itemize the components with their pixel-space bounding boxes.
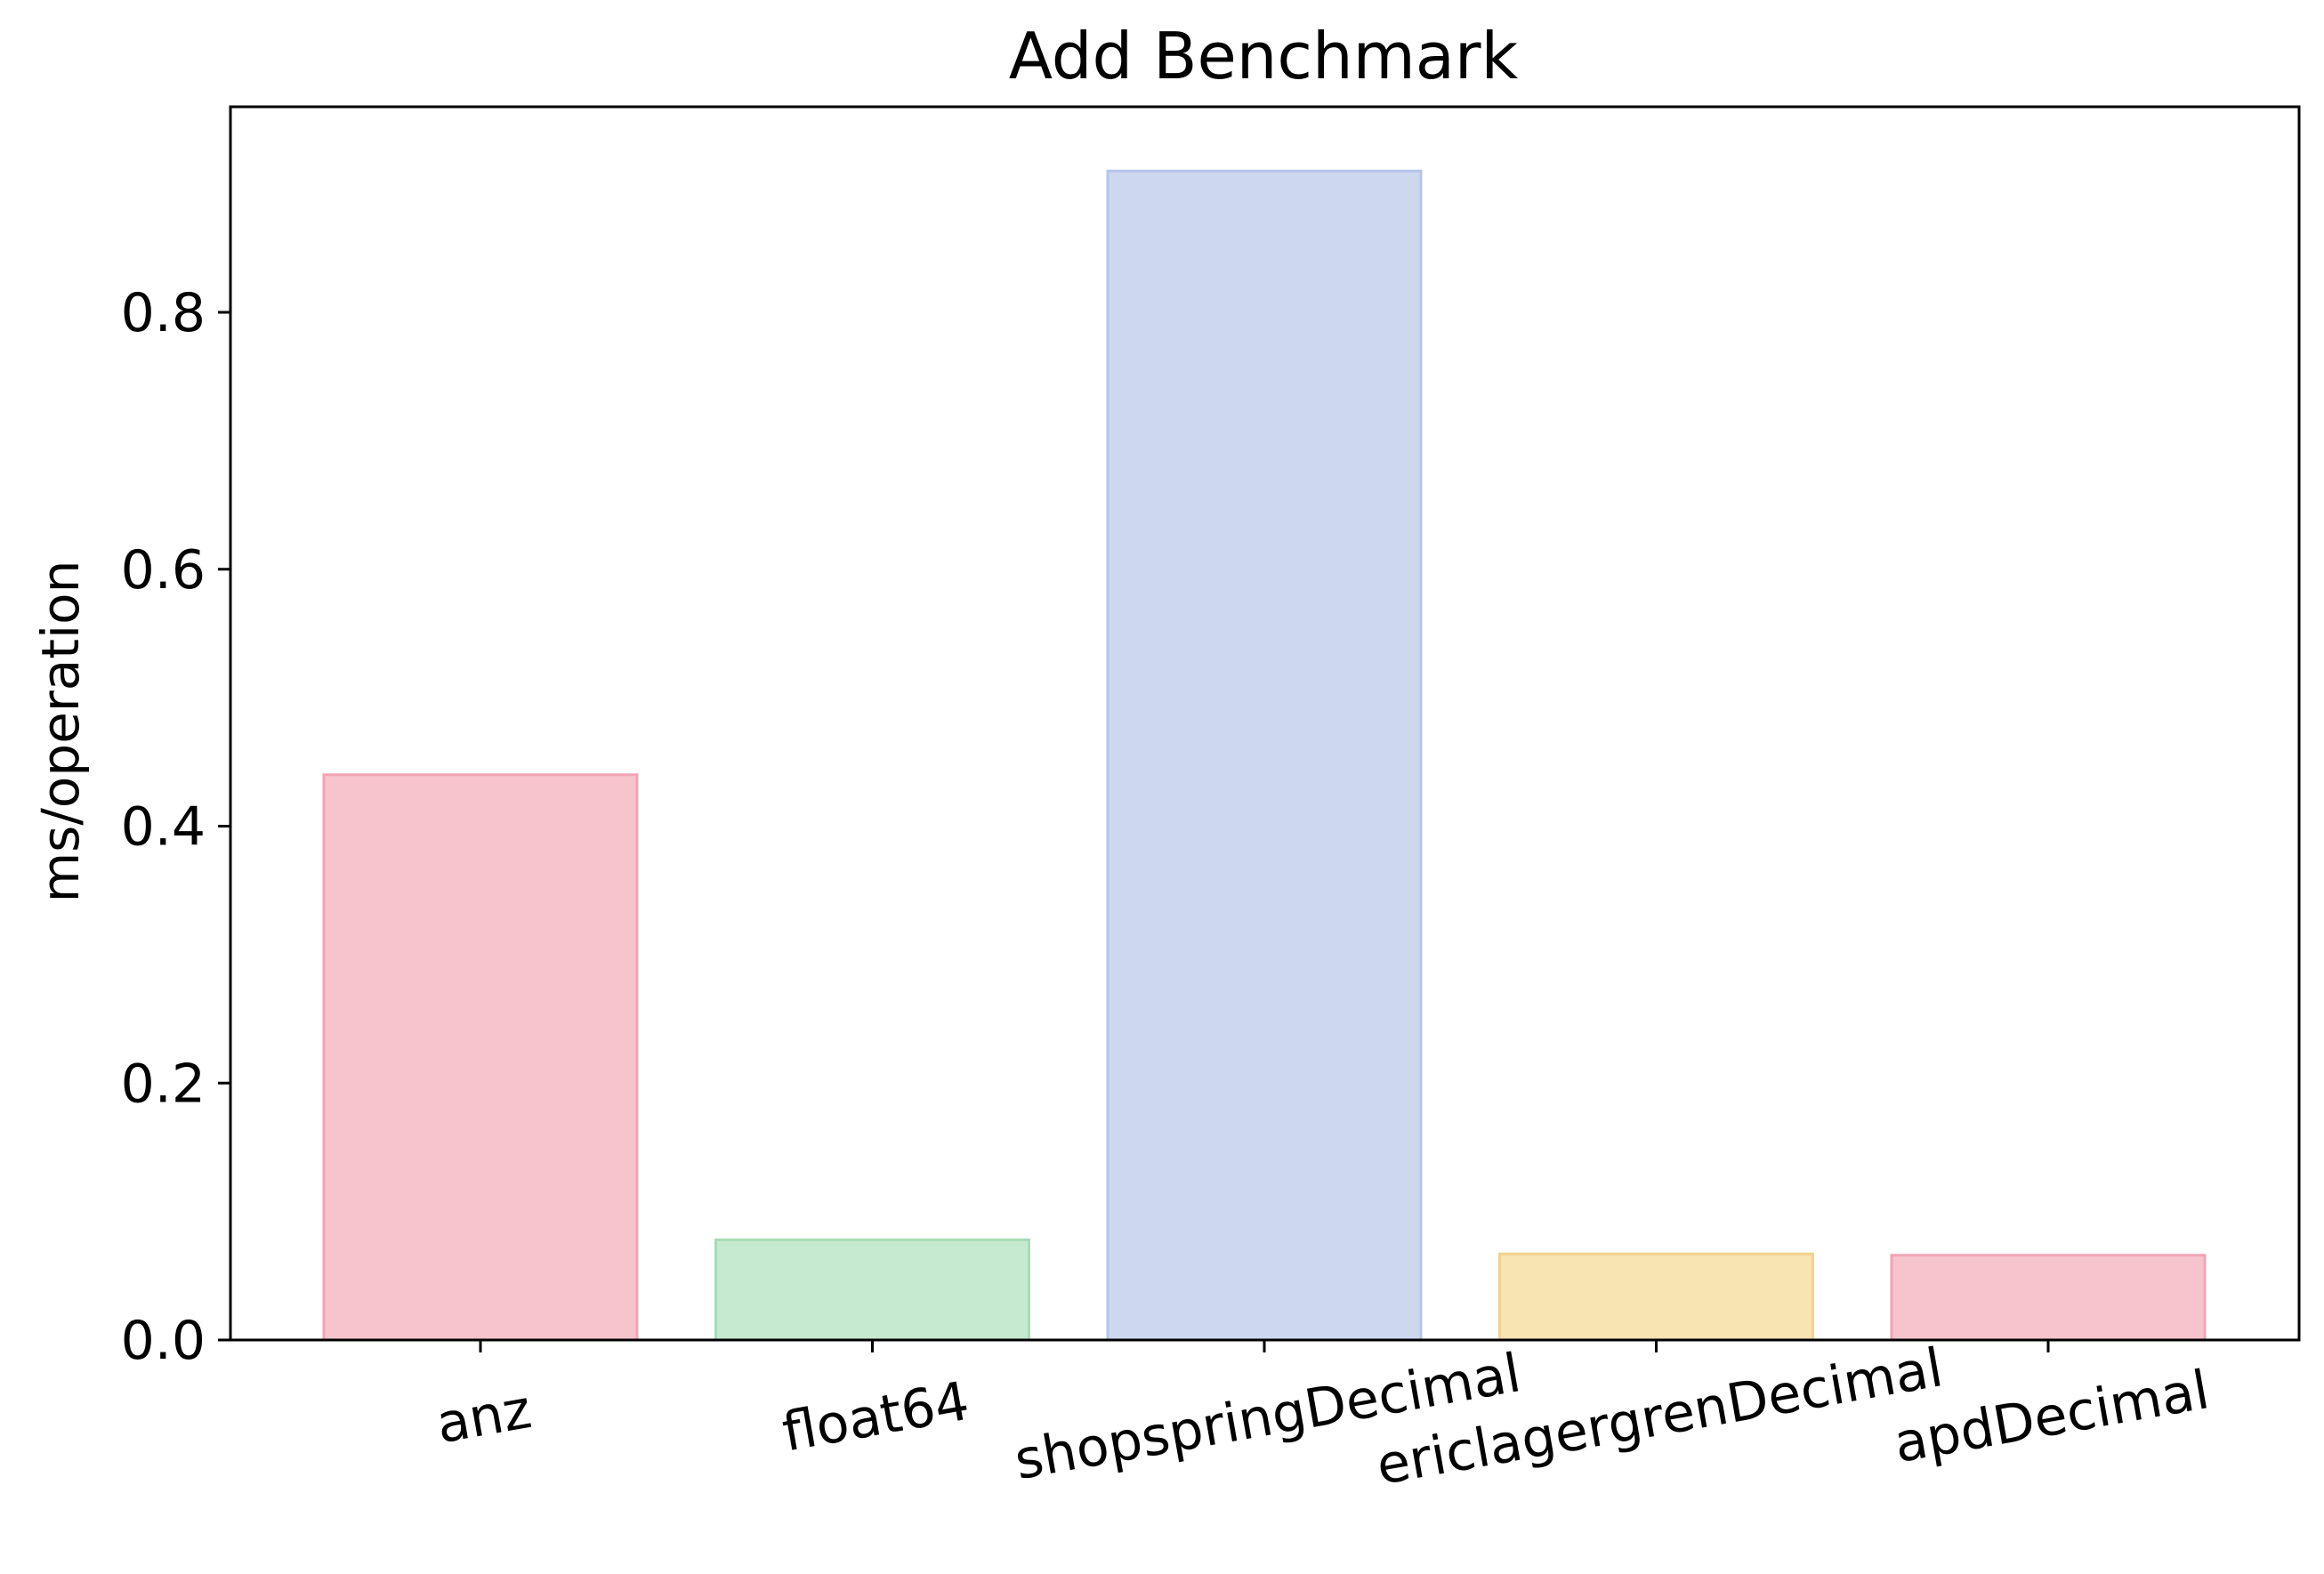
y-axis-label: ms/operation <box>30 561 91 903</box>
bar-shopspringDecimal <box>1106 169 1423 1342</box>
y-tick-label: 0.0 <box>121 1310 206 1372</box>
y-tick-label: 0.8 <box>121 282 206 344</box>
y-tick-label: 0.2 <box>121 1053 206 1115</box>
y-axis: 0.0 0.2 0.4 0.6 0.8 <box>121 282 230 1372</box>
y-tick-label: 0.4 <box>121 796 206 859</box>
bars-layer <box>322 169 2207 1342</box>
y-tick-label: 0.6 <box>121 539 206 601</box>
chart-title: Add Benchmark <box>1009 19 1519 93</box>
bar-apdDecimal <box>1890 1254 2207 1342</box>
bar-anz <box>322 773 639 1342</box>
plot-frame <box>229 105 2301 1342</box>
bar-float64 <box>714 1238 1030 1342</box>
bar-ericlagergrenDecimal <box>1498 1252 1814 1342</box>
